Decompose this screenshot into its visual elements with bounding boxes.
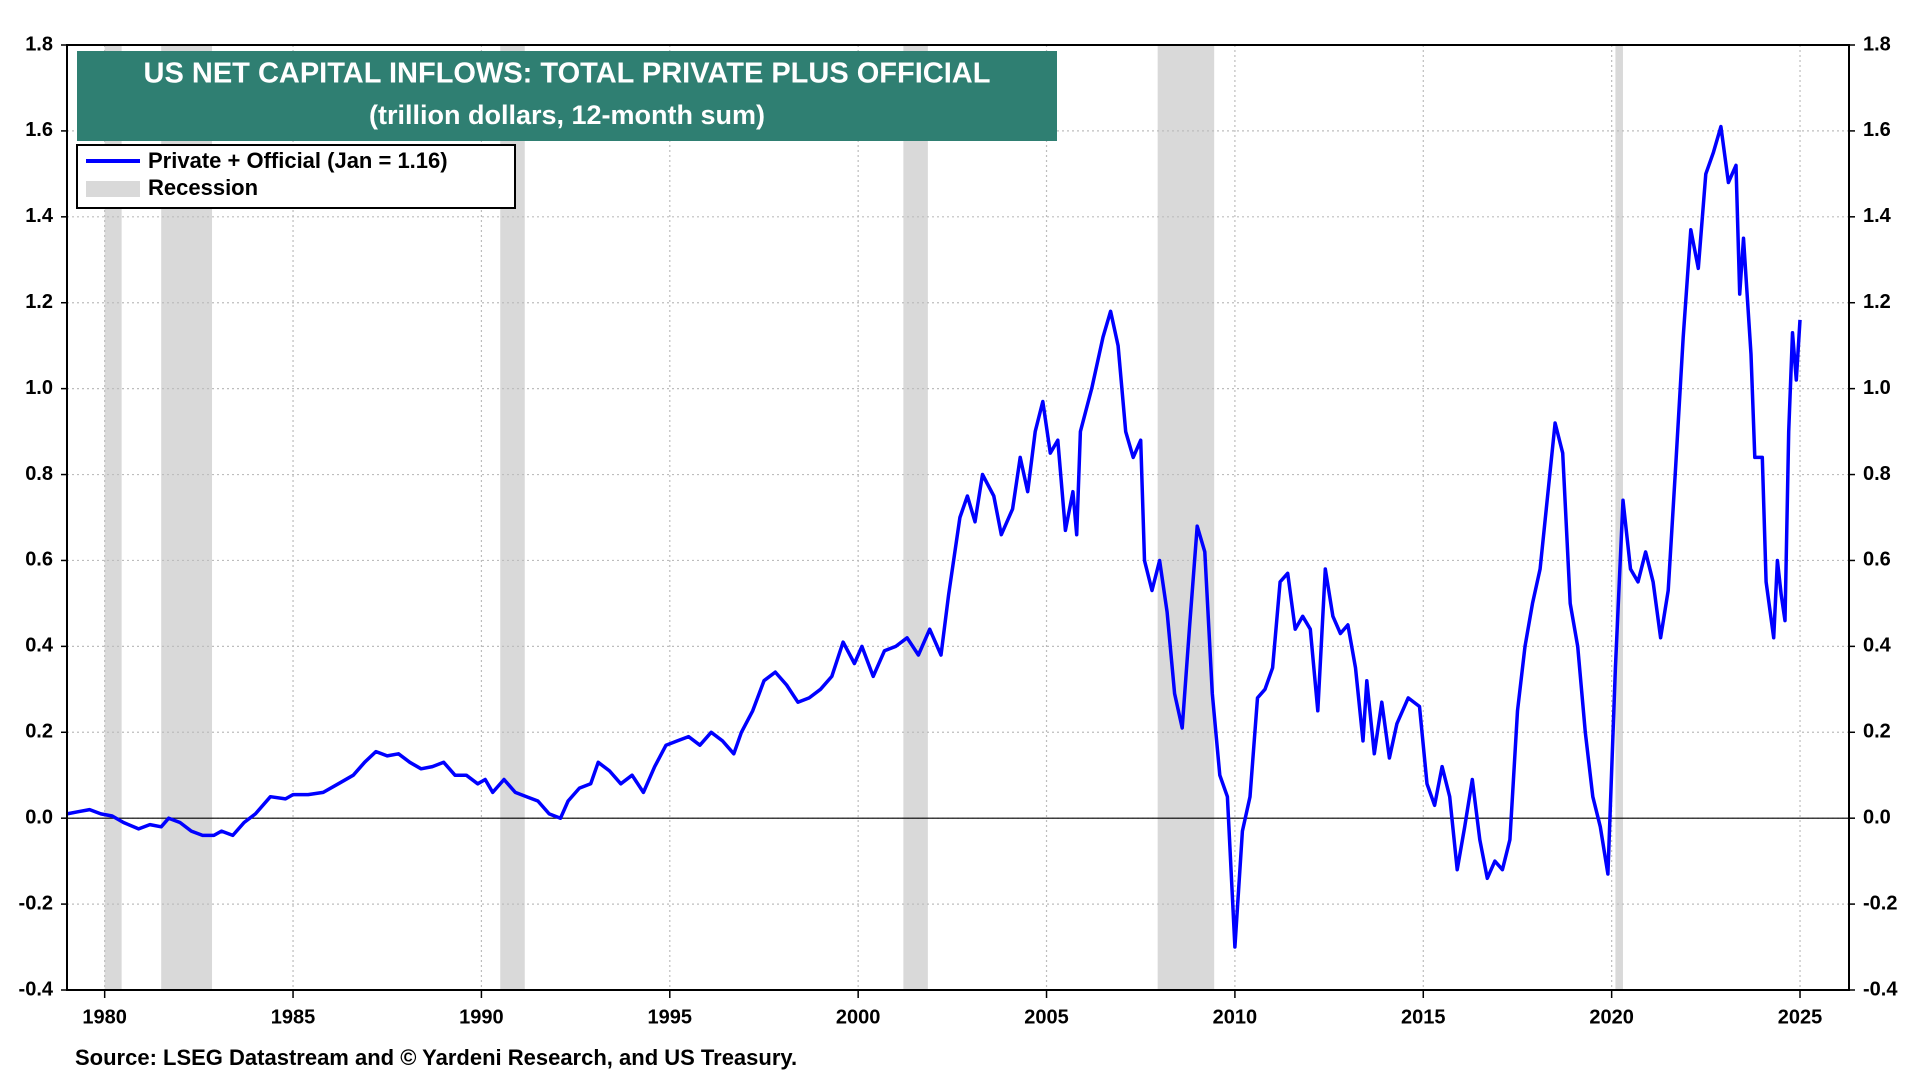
x-tick-label: 2000 bbox=[836, 1006, 881, 1028]
chart-title: US NET CAPITAL INFLOWS: TOTAL PRIVATE PL… bbox=[144, 58, 991, 90]
y-tick-label: 1.4 bbox=[25, 205, 54, 227]
legend-label: Private + Official (Jan = 1.16) bbox=[148, 148, 448, 173]
y2-tick-label: 1.6 bbox=[1863, 119, 1891, 141]
y2-tick-label: -0.4 bbox=[1863, 978, 1898, 1000]
data-line bbox=[66, 124, 1802, 949]
y2-tick-label: 1.2 bbox=[1863, 291, 1891, 313]
y-tick-label: 0.2 bbox=[25, 721, 53, 743]
legend-box bbox=[76, 144, 516, 209]
x-tick-label: 1985 bbox=[271, 1006, 316, 1028]
recession-band bbox=[104, 45, 122, 990]
x-tick-label: 2015 bbox=[1401, 1006, 1446, 1028]
legend-label: Recession bbox=[148, 175, 258, 200]
y2-tick-label: 0.2 bbox=[1863, 721, 1891, 743]
y-tick-label: -0.4 bbox=[19, 978, 54, 1000]
y-tick-label: 0.8 bbox=[25, 463, 53, 485]
legend-recession-swatch bbox=[86, 181, 140, 197]
y2-tick-label: 0.4 bbox=[1863, 635, 1892, 657]
x-tick-label: 2005 bbox=[1024, 1006, 1069, 1028]
x-tick-label: 1990 bbox=[459, 1006, 504, 1028]
y2-tick-label: 0.0 bbox=[1863, 806, 1891, 828]
y-tick-label: 0.0 bbox=[25, 806, 53, 828]
x-tick-label: 2010 bbox=[1213, 1006, 1258, 1028]
y-tick-label: 0.4 bbox=[25, 635, 54, 657]
x-tick-label: 1980 bbox=[82, 1006, 127, 1028]
x-tick-label: 2020 bbox=[1589, 1006, 1634, 1028]
x-tick-label: 2025 bbox=[1778, 1006, 1823, 1028]
source-note: Source: LSEG Datastream and © Yardeni Re… bbox=[75, 1045, 797, 1070]
y-tick-label: 1.8 bbox=[25, 33, 53, 55]
y-tick-label: -0.2 bbox=[19, 892, 53, 914]
plot-frame bbox=[66, 44, 1850, 991]
y-tick-label: 1.6 bbox=[25, 119, 53, 141]
chart-subtitle: (trillion dollars, 12-month sum) bbox=[369, 100, 765, 130]
recession-band bbox=[1157, 45, 1215, 990]
y-tick-label: 1.2 bbox=[25, 291, 53, 313]
title-box bbox=[77, 51, 1057, 141]
y-tick-label: 1.0 bbox=[25, 377, 53, 399]
recession-band bbox=[903, 45, 928, 990]
y2-tick-label: 1.0 bbox=[1863, 377, 1891, 399]
x-tick-label: 1995 bbox=[648, 1006, 693, 1028]
y2-tick-label: 0.6 bbox=[1863, 549, 1891, 571]
y2-tick-label: 1.8 bbox=[1863, 33, 1891, 55]
background-layer bbox=[67, 44, 1849, 991]
y2-tick-label: -0.2 bbox=[1863, 892, 1897, 914]
y-tick-label: 0.6 bbox=[25, 549, 53, 571]
y2-tick-label: 0.8 bbox=[1863, 463, 1891, 485]
recession-band bbox=[1615, 45, 1623, 990]
y2-tick-label: 1.4 bbox=[1863, 205, 1892, 227]
